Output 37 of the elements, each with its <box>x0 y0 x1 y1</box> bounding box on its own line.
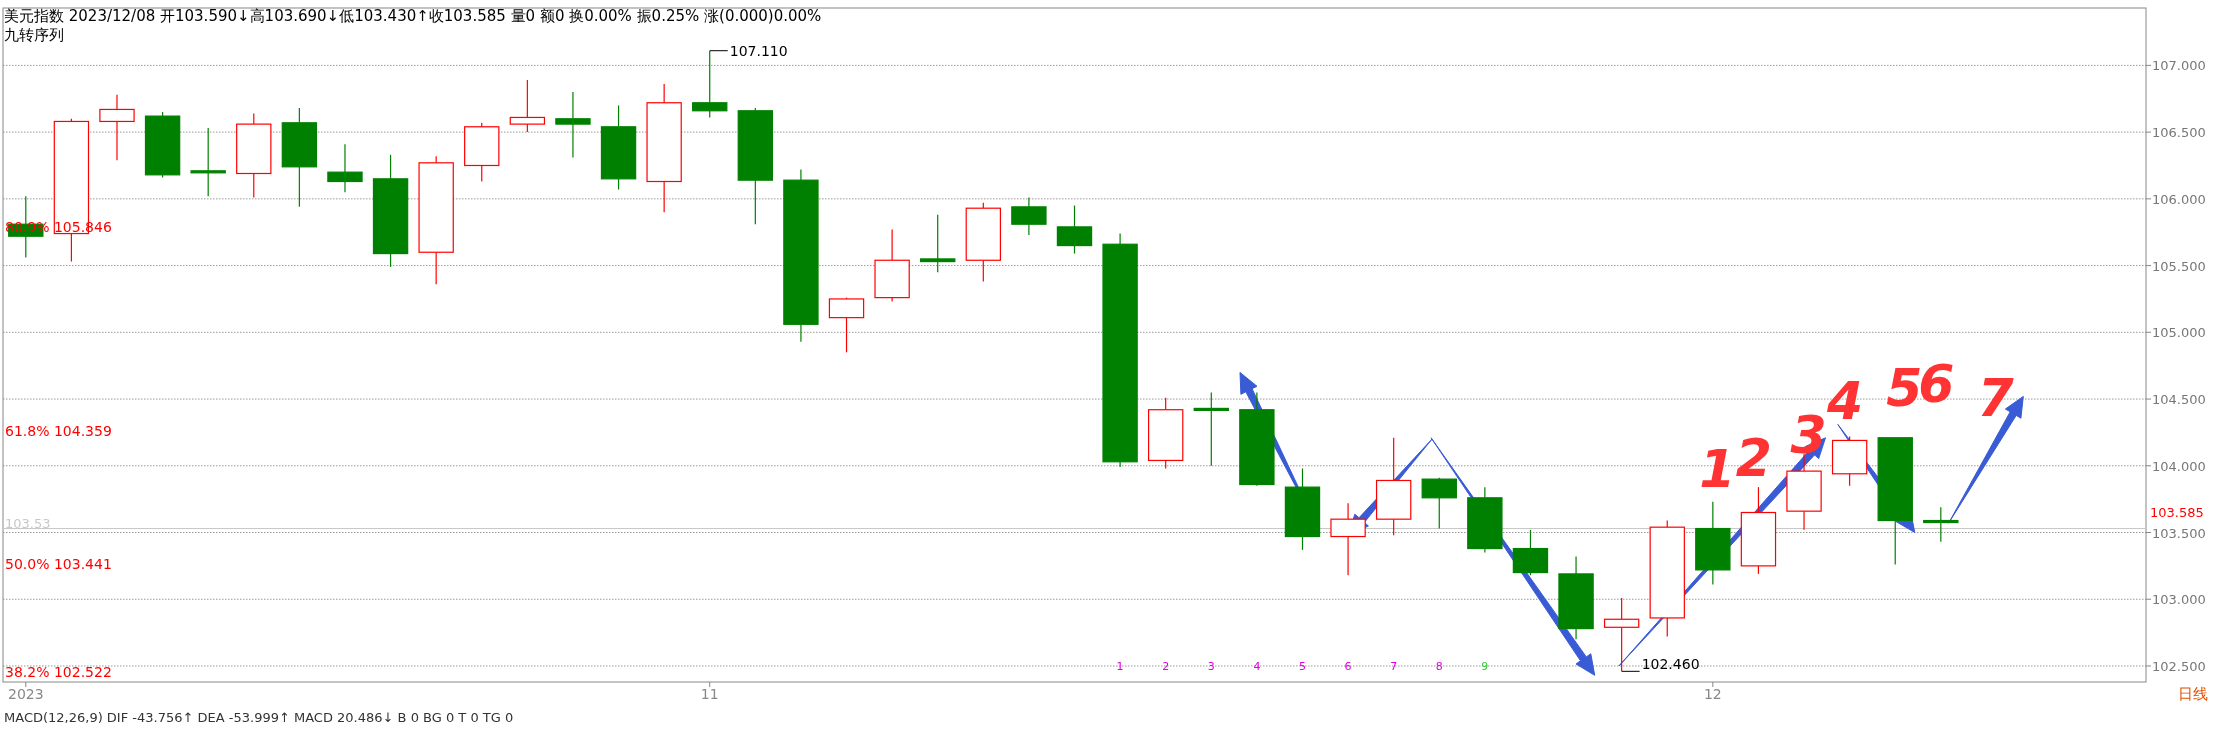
y-tick-label: 105.000 <box>2152 325 2206 341</box>
annotation: 50.0% 103.441 <box>5 556 112 573</box>
annotation: 5 <box>1298 660 1306 673</box>
y-tick-label: 105.500 <box>2152 258 2206 274</box>
text: 8 <box>1435 660 1443 673</box>
y-tick-label: 107.000 <box>2152 58 2206 74</box>
annotation: 4 <box>1253 660 1261 673</box>
x-tick-label: 12 <box>1703 686 1722 702</box>
y-tick-label: 106.500 <box>2152 125 2206 141</box>
text: 3 <box>1790 404 1827 465</box>
x-tick-label: 2023 <box>7 686 44 702</box>
annotation: 2 <box>1162 660 1170 673</box>
chart-title: 美元指数 2023/12/08 开103.590↓高103.690↓低103.430↑收103.585 量0 额0 换0.00% 振0.25% 涨(0.000)0.00% <box>4 7 822 25</box>
text: 9 <box>1481 660 1489 673</box>
text: 1 <box>1699 438 1736 499</box>
y-tick-label: 104.000 <box>2152 458 2206 474</box>
annotation: 102.460 <box>1641 656 1700 673</box>
annotation: 61.8% 104.359 <box>5 423 112 440</box>
text: 2 <box>1735 428 1772 489</box>
y-tick-label: 103.000 <box>2152 592 2206 608</box>
text: 九转序列 <box>4 26 64 44</box>
annotation: 6 <box>1344 660 1352 673</box>
y-tick-label: 103.500 <box>2152 525 2206 541</box>
text: 日线 <box>2178 685 2208 703</box>
text: 7 <box>1977 367 2014 428</box>
y-tick-label: 104.500 <box>2152 392 2206 408</box>
annotation: 7 <box>1390 660 1398 673</box>
annotation: 3 <box>1207 660 1215 673</box>
y-tick-label: 102.500 <box>2152 658 2206 674</box>
text: MACD(12,26,9) DIF -43.756↑ DEA -53.999↑ MACD 20.486↓ B 0 BG 0 T 0 TG 0 <box>4 710 514 725</box>
annotation: 38.2% 102.522 <box>5 663 112 680</box>
y-tick-label: 106.000 <box>2152 191 2206 207</box>
text: 4 <box>1826 371 1864 432</box>
annotation: 1 <box>1116 660 1124 673</box>
annotation: 107.110 <box>729 42 788 59</box>
text: 103.585 <box>2150 505 2204 521</box>
x-tick-label: 11 <box>700 686 719 702</box>
